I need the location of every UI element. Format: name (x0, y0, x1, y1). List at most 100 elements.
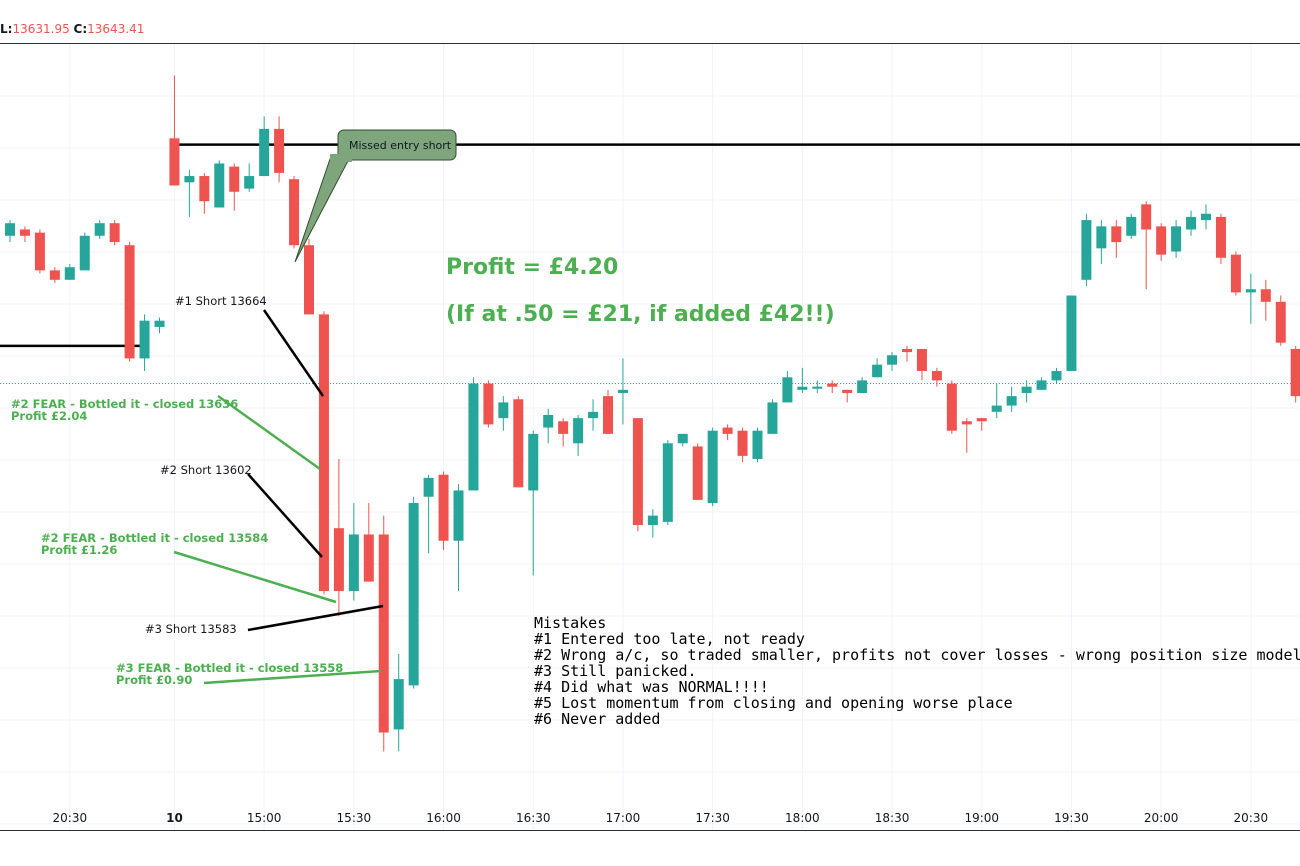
candle (1021, 380, 1032, 403)
candle-body (1156, 226, 1167, 255)
candle-body (1171, 226, 1182, 252)
candle-body (289, 179, 300, 246)
candle-body (1290, 348, 1300, 397)
candle (1230, 251, 1241, 296)
candle (617, 358, 628, 425)
candle-body (991, 405, 1002, 412)
x-tick-label: 20:00 (1144, 811, 1179, 825)
candle (722, 424, 733, 441)
candle-body (244, 176, 255, 189)
candle-body (513, 399, 524, 488)
ohlc-readout: L:13631.95 C:13643.41 (0, 22, 144, 36)
candle (1066, 295, 1077, 371)
fear-2-label: #2 FEAR - Bottled it - closed 13584 (41, 531, 268, 545)
candle-body (124, 245, 135, 359)
candle-body (274, 128, 285, 173)
candle (1111, 220, 1122, 258)
candle (961, 418, 972, 453)
candle (573, 414, 584, 456)
candle-body (722, 427, 733, 434)
candle-body (1111, 226, 1122, 243)
mistakes-block: Mistakes #1 Entered too late, not ready … (534, 614, 1300, 728)
candle (244, 163, 255, 192)
candle-body (946, 383, 957, 431)
candle (184, 169, 195, 217)
fear-2-profit: Profit £1.26 (41, 543, 117, 557)
candle (797, 367, 808, 393)
candle (5, 220, 15, 243)
candle (1006, 386, 1017, 412)
fear-3-profit: Profit £0.90 (116, 673, 192, 687)
candle-body (1215, 216, 1226, 258)
candle-body (1230, 254, 1241, 293)
candle (79, 232, 90, 271)
candle (378, 515, 389, 752)
candle (483, 380, 494, 428)
candle (169, 75, 180, 186)
candle (647, 509, 658, 538)
x-tick-label: 16:30 (516, 811, 551, 825)
candle-body (528, 433, 539, 491)
candle-body (1081, 220, 1092, 280)
candle-body (438, 474, 449, 541)
candle (528, 430, 539, 576)
candle (752, 427, 763, 463)
candle (498, 396, 509, 431)
candle-body (169, 138, 180, 186)
candle (513, 396, 524, 488)
x-tick-label: 20:30 (53, 811, 88, 825)
short-2-label: #2 Short 13602 (160, 463, 252, 477)
candle (662, 440, 673, 526)
candle (1036, 377, 1047, 390)
candle-body (872, 364, 883, 378)
candle-body (378, 534, 389, 733)
candle-body (782, 377, 793, 403)
candle (154, 317, 165, 334)
candle (1051, 367, 1062, 384)
candle-body (797, 386, 808, 390)
candle (468, 377, 479, 491)
x-tick-label: 10 (166, 811, 183, 825)
candle (289, 176, 300, 249)
candle-body (109, 223, 120, 243)
candle-body (976, 418, 987, 422)
time-axis: 20:30 10 15:00 15:30 16:00 16:30 17:00 17:30 18:… (53, 811, 1269, 825)
candle (931, 367, 942, 387)
mistakes-title: Mistakes (534, 614, 606, 632)
chart-header: L:13631.95 C:13643.41 (0, 0, 1300, 44)
candle-body (887, 355, 898, 365)
candle (109, 220, 120, 246)
candle-body (363, 534, 374, 582)
x-tick-label: 17:30 (695, 811, 730, 825)
candle-body (827, 383, 838, 387)
candle (199, 172, 210, 214)
candle (603, 389, 613, 434)
candle (543, 408, 554, 444)
candle (991, 383, 1002, 419)
candle (558, 418, 569, 447)
x-tick-label: 16:00 (426, 811, 461, 825)
candle-body (558, 421, 569, 434)
candle (1245, 273, 1256, 324)
x-tick-label: 15:00 (247, 811, 282, 825)
candle (767, 399, 778, 434)
candle-body (931, 370, 942, 381)
candle-body (259, 128, 270, 177)
candle-body (1141, 204, 1152, 230)
price-chart[interactable]: Missed entry short Profit = £4.20 (If at… (0, 44, 1300, 830)
trade-annotations: #1 Short 13664 #2 FEAR - Bottled it - cl… (11, 294, 384, 687)
candle-body (393, 679, 404, 730)
candle (64, 264, 75, 280)
x-tick-label: 20:30 (1234, 811, 1269, 825)
close-label: C: (73, 22, 88, 36)
candle (887, 352, 898, 371)
mistake-item: #6 Never added (534, 710, 660, 728)
x-tick-label: 15:30 (337, 811, 372, 825)
fear-1-profit: Profit £2.04 (11, 409, 87, 423)
low-label: L: (0, 22, 13, 36)
fear-2-pointer (173, 550, 337, 604)
candle (976, 418, 987, 431)
candle-body (842, 389, 853, 393)
candle-body (348, 534, 359, 592)
x-tick-label: 18:00 (785, 811, 820, 825)
